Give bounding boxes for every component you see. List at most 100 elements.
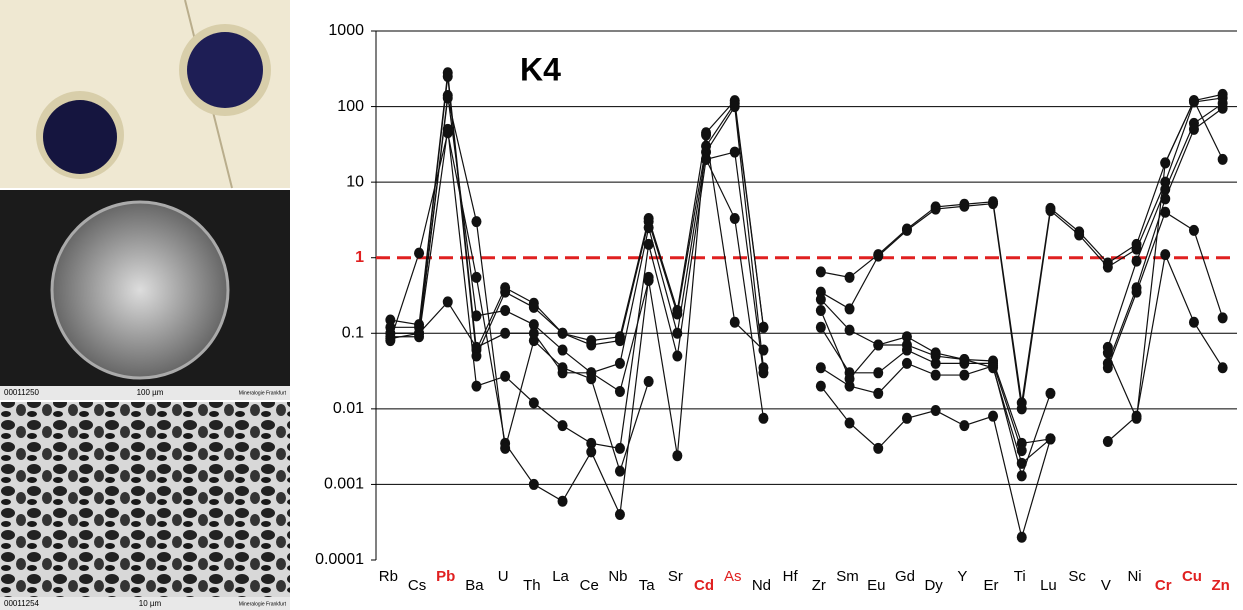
x-tick-label: Lu — [1040, 577, 1057, 594]
x-tick-label: Sm — [836, 568, 859, 585]
data-point — [988, 410, 999, 422]
data-point — [930, 369, 941, 381]
data-point — [815, 266, 826, 278]
y-tick-label: 0.1 — [342, 325, 364, 342]
data-point — [901, 331, 912, 343]
data-point — [586, 339, 597, 351]
data-point — [1045, 433, 1056, 445]
data-point — [672, 350, 683, 362]
data-point — [901, 339, 912, 351]
image-id: 00011254 — [4, 599, 40, 608]
x-tick-label: V — [1101, 577, 1111, 594]
data-point — [1016, 531, 1027, 543]
data-point — [414, 327, 425, 339]
x-tick-label: Rb — [379, 568, 398, 585]
x-tick-label: As — [724, 568, 742, 585]
data-point — [729, 316, 740, 328]
data-point — [500, 370, 511, 382]
data-point — [988, 198, 999, 210]
data-point — [385, 333, 396, 345]
series-line — [390, 72, 1223, 403]
data-point — [442, 70, 453, 82]
x-tick-label: Cd — [694, 577, 714, 594]
y-tick-label: 0.01 — [333, 400, 364, 417]
data-point — [1074, 229, 1085, 241]
data-point — [1188, 224, 1199, 236]
data-point — [471, 271, 482, 283]
data-point — [528, 319, 539, 331]
x-tick-label: Cr — [1155, 577, 1172, 594]
data-point — [930, 405, 941, 417]
data-point — [557, 367, 568, 379]
micrographs: 00011250 100 µm Mineralogie Frankfurt 00… — [0, 0, 290, 610]
data-point — [586, 367, 597, 379]
data-point — [758, 344, 769, 356]
data-point — [729, 213, 740, 225]
data-point — [1188, 95, 1199, 107]
data-point — [557, 420, 568, 432]
x-tick-label: Zn — [1211, 577, 1229, 594]
data-point — [1131, 412, 1142, 424]
data-point — [873, 387, 884, 399]
data-point — [442, 127, 453, 139]
series-line — [390, 95, 1223, 444]
data-point — [988, 362, 999, 374]
x-tick-label: Cu — [1182, 568, 1202, 585]
x-tick-label: Y — [957, 568, 967, 585]
x-tick-label: Ba — [465, 577, 484, 594]
data-point — [1160, 206, 1171, 218]
data-point — [1188, 123, 1199, 135]
data-point — [643, 376, 654, 388]
data-point — [930, 203, 941, 215]
data-point — [959, 353, 970, 365]
data-point — [1016, 403, 1027, 415]
data-point — [701, 129, 712, 141]
data-point — [500, 305, 511, 317]
scale-bar: 10 µm — [139, 599, 162, 608]
data-point — [500, 442, 511, 454]
caption-bar — [0, 597, 290, 610]
data-point — [1160, 157, 1171, 169]
data-point — [1131, 255, 1142, 267]
data-point — [1160, 193, 1171, 205]
data-point — [729, 101, 740, 113]
data-point — [614, 465, 625, 477]
data-point — [643, 238, 654, 250]
data-point — [1131, 243, 1142, 255]
y-tick-label: 0.0001 — [315, 551, 364, 568]
data-point — [471, 380, 482, 392]
data-point — [901, 357, 912, 369]
grain — [50, 200, 230, 380]
data-point — [844, 303, 855, 315]
x-tick-label: Gd — [895, 568, 915, 585]
data-point — [844, 271, 855, 283]
data-point — [1102, 261, 1113, 273]
data-point — [1188, 316, 1199, 328]
logo: Mineralogie Frankfurt — [239, 601, 287, 607]
data-point — [758, 367, 769, 379]
data-point — [959, 420, 970, 432]
data-point — [1102, 347, 1113, 359]
data-point — [500, 286, 511, 298]
x-tick-label: La — [552, 568, 569, 585]
data-point — [672, 450, 683, 462]
data-point — [614, 335, 625, 347]
data-point — [873, 442, 884, 454]
data-point — [614, 385, 625, 397]
data-point — [414, 247, 425, 259]
data-point — [1045, 205, 1056, 217]
data-point — [873, 367, 884, 379]
x-tick-label: Nb — [608, 568, 627, 585]
image-id: 00011250 — [4, 388, 40, 397]
caption-bar — [0, 386, 290, 400]
x-tick-label: U — [498, 568, 509, 585]
x-tick-label: Ta — [639, 577, 656, 594]
data-point — [815, 380, 826, 392]
data-point — [471, 216, 482, 228]
data-point — [930, 350, 941, 362]
data-point — [528, 327, 539, 339]
x-tick-label: Zr — [812, 577, 826, 594]
x-tick-label: Ce — [580, 577, 599, 594]
data-point — [815, 305, 826, 317]
x-tick-label: Th — [523, 577, 541, 594]
